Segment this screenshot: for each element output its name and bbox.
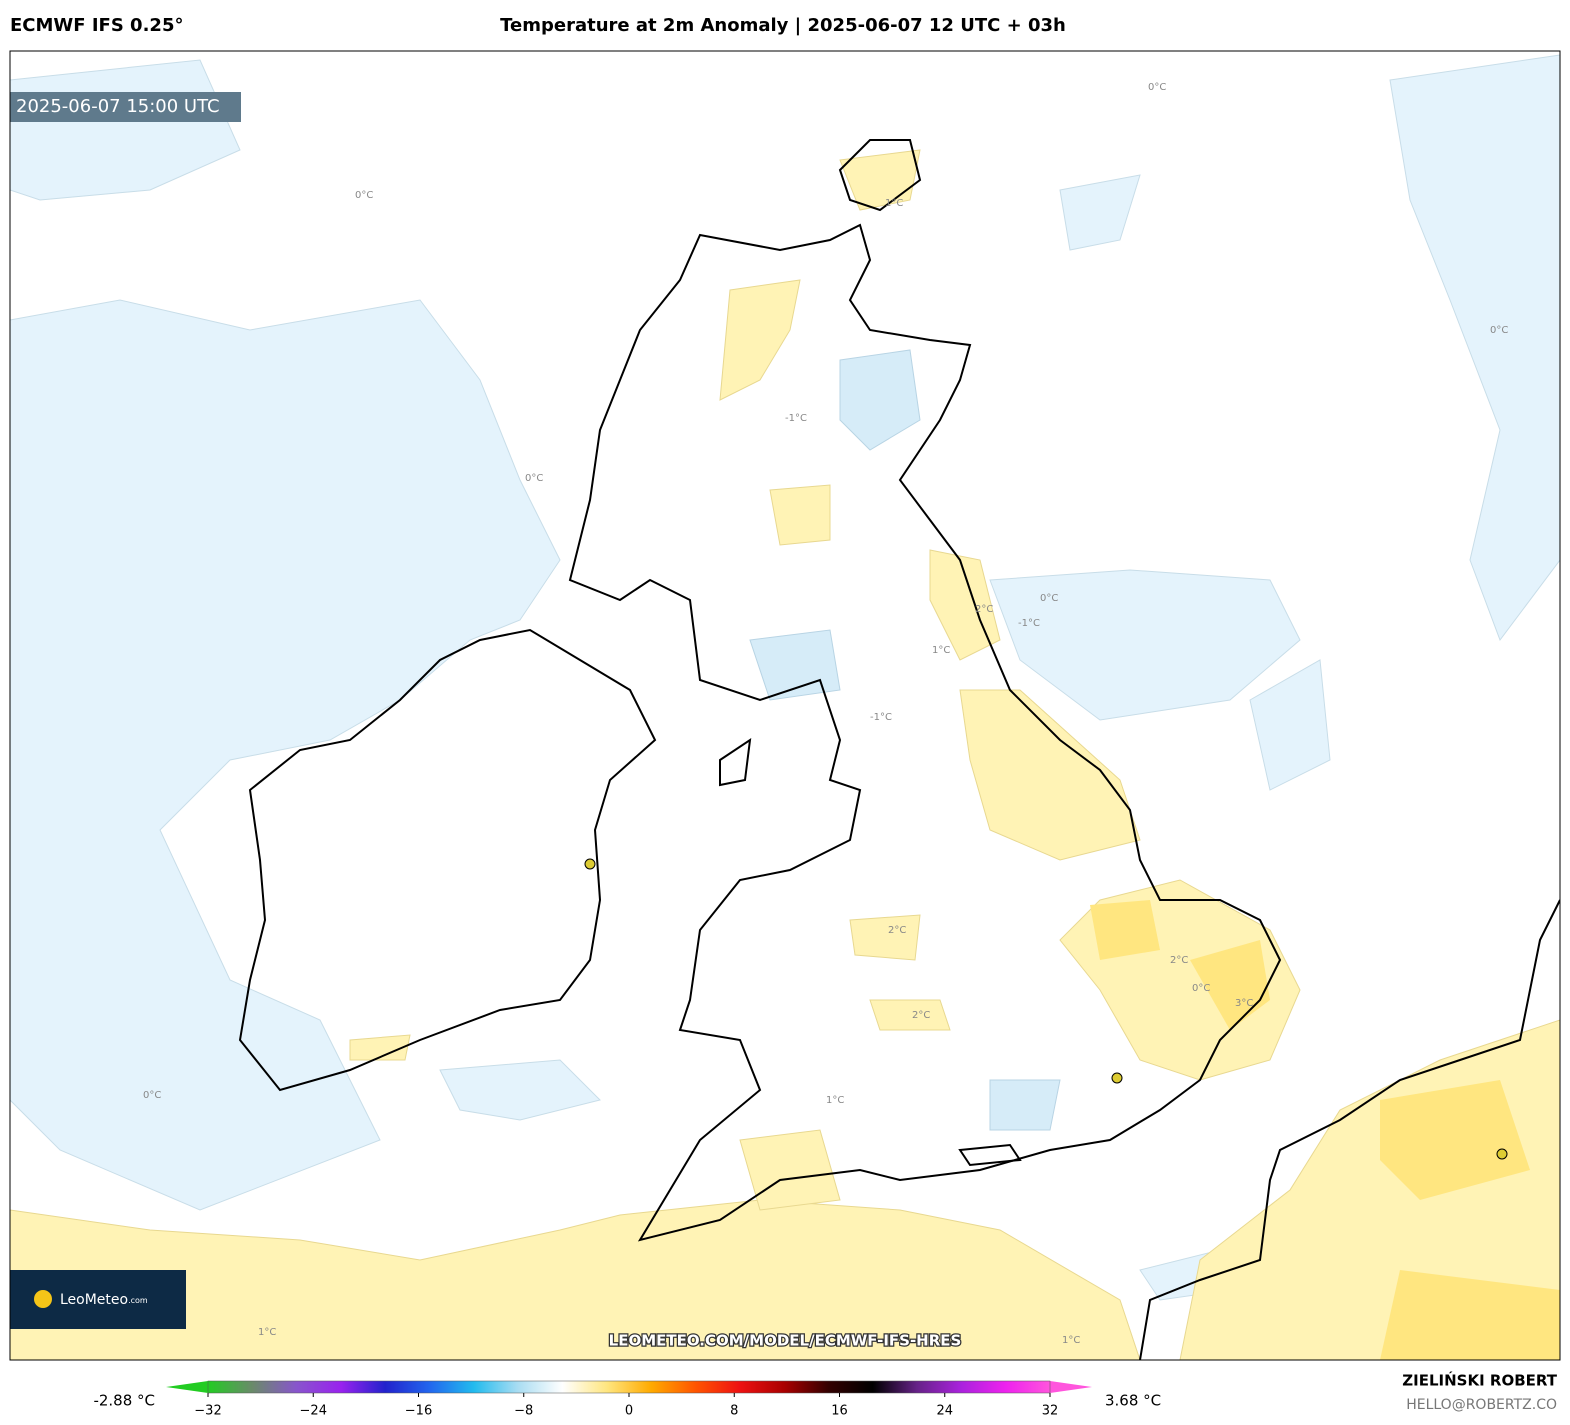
contour-label: 1°C [885,198,903,209]
colorbar-scale [207,1380,1051,1394]
min-value: -2.88 °C [93,1392,155,1410]
valid-time: 2025-06-07 15:00 UTC [16,96,220,117]
colorbar-high-arrow [1050,1381,1092,1393]
colorbar-tick-label: 24 [936,1404,953,1419]
contour-label: 1°C [932,645,950,656]
colorbar-tick-label: −16 [405,1404,432,1419]
colorbar-tick-label: −32 [194,1404,221,1419]
contour-label: -1°C [870,712,892,723]
contour-label: 0°C [525,473,543,484]
contour-label: 1°C [258,1327,276,1338]
logo-name: LeoMeteo [60,1292,128,1308]
colorbar-tick-label: −8 [514,1404,533,1419]
contour-label: -1°C [1018,618,1040,629]
contour-label: 0°C [143,1090,161,1101]
source-url: LEOMETEO.COM/MODEL/ECMWF-IFS-HRES [609,1332,962,1350]
logo-sun [34,1290,52,1308]
model-name: ECMWF IFS 0.25° [10,15,183,36]
contour-label: 3°C [1235,998,1253,1009]
contour-label: -1°C [785,413,807,424]
contour-label: 0°C [1148,82,1166,93]
colorbar-low-arrow [166,1381,208,1393]
colorbar-tick-label: 8 [730,1404,738,1419]
contour-label: 1°C [826,1095,844,1106]
max-value: 3.68 °C [1105,1392,1161,1410]
time-box [10,92,241,122]
contour-label: 2°C [888,925,906,936]
logo-suffix: .com [128,1296,148,1305]
contour-label: 0°C [1192,983,1210,994]
contour-label: 2°C [975,604,993,615]
contour-label: 2°C [1170,955,1188,966]
colorbar: -2.88 °C 3.68 °C −32 −24 −16 −8 0 8 16 24 32 [93,1380,1161,1419]
contour-label: 1°C [1062,1335,1080,1346]
colorbar-tick-label: 32 [1042,1404,1059,1419]
author: ZIELIŃSKI ROBERT [1402,1371,1557,1390]
colorbar-tick-label: −24 [300,1404,327,1419]
map: 0°C 0°C 0°C 0°C 1°C -1°C 0°C 1°C 2°C 2°C… [10,51,1560,1360]
colorbar-tick-label: 0 [625,1404,633,1419]
contour-label: 0°C [1490,325,1508,336]
map-title: Temperature at 2m Anomaly | 2025-06-07 1… [500,15,1066,36]
contour-label: 0°C [355,190,373,201]
colorbar-tick-label: 16 [831,1404,848,1419]
map-frame [9,50,1561,1361]
email: HELLO@ROBERTZ.CO [1406,1397,1557,1413]
contour-label: 2°C [912,1010,930,1021]
contour-label: 0°C [1040,593,1058,604]
logo: LeoMeteo.com [60,1292,148,1308]
